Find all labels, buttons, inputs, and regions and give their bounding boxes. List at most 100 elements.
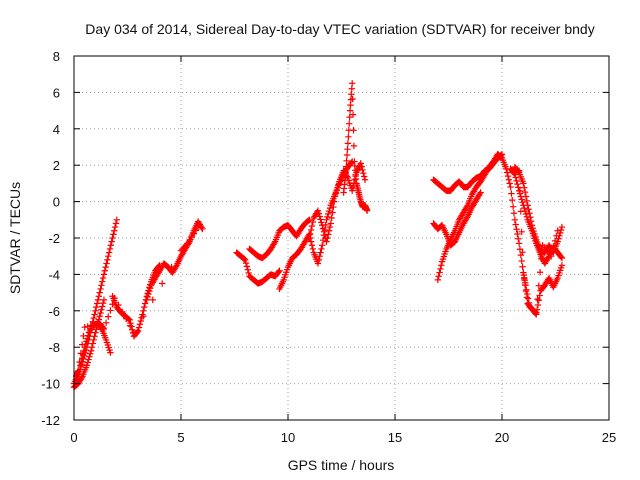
data-point bbox=[319, 222, 326, 229]
data-point bbox=[523, 286, 530, 293]
data-point bbox=[307, 230, 314, 238]
data-point bbox=[140, 313, 147, 320]
x-tick-label: 10 bbox=[281, 430, 295, 445]
data-point bbox=[334, 184, 341, 191]
data-point bbox=[97, 309, 104, 317]
data-point bbox=[103, 260, 110, 267]
data-point bbox=[514, 180, 521, 188]
series-early-rise-b bbox=[70, 296, 108, 391]
data-point bbox=[90, 336, 97, 344]
data-point bbox=[344, 145, 351, 153]
data-point bbox=[507, 183, 514, 191]
data-point bbox=[514, 230, 521, 238]
data-point bbox=[548, 253, 555, 260]
series-night-upper bbox=[507, 165, 566, 267]
data-point bbox=[534, 301, 542, 309]
data-point bbox=[349, 111, 357, 118]
data-point bbox=[316, 213, 323, 220]
data-point bbox=[504, 172, 512, 180]
data-point bbox=[329, 209, 336, 216]
data-point bbox=[271, 239, 278, 247]
data-point bbox=[512, 174, 519, 181]
data-point bbox=[363, 207, 371, 214]
data-point bbox=[509, 203, 517, 210]
data-point bbox=[102, 319, 110, 327]
data-point bbox=[123, 315, 130, 323]
data-point bbox=[549, 247, 556, 255]
data-point bbox=[520, 202, 527, 209]
data-point bbox=[111, 227, 118, 234]
data-point bbox=[98, 306, 105, 313]
data-point bbox=[357, 160, 364, 167]
data-point bbox=[99, 303, 106, 310]
data-point bbox=[524, 290, 531, 298]
data-point bbox=[325, 227, 333, 234]
data-point bbox=[358, 163, 365, 170]
data-point bbox=[306, 216, 313, 223]
data-point bbox=[315, 210, 323, 217]
data-point bbox=[534, 295, 541, 303]
data-point bbox=[306, 234, 313, 242]
data-point bbox=[109, 234, 116, 242]
data-point bbox=[244, 266, 251, 273]
x-tick-label: 25 bbox=[602, 430, 616, 445]
data-point bbox=[110, 231, 117, 238]
y-tick-label: -4 bbox=[48, 267, 60, 282]
data-point bbox=[335, 181, 342, 188]
data-point bbox=[87, 350, 94, 357]
data-point bbox=[510, 170, 518, 177]
data-point bbox=[525, 299, 533, 306]
data-point bbox=[94, 296, 102, 304]
data-point bbox=[518, 257, 525, 265]
data-point bbox=[307, 238, 315, 245]
data-point bbox=[99, 278, 106, 285]
data-point bbox=[323, 238, 330, 245]
data-point bbox=[524, 295, 532, 302]
data-point bbox=[100, 296, 108, 304]
data-point bbox=[100, 325, 108, 333]
data-point bbox=[553, 232, 560, 240]
data-point bbox=[245, 269, 252, 277]
data-point bbox=[434, 276, 441, 284]
data-point bbox=[325, 207, 333, 215]
data-point bbox=[102, 263, 109, 271]
data-point bbox=[476, 190, 483, 198]
data-point bbox=[111, 294, 118, 302]
data-point bbox=[190, 230, 198, 237]
data-point bbox=[99, 299, 107, 307]
data-point bbox=[346, 120, 353, 127]
data-point bbox=[554, 227, 561, 234]
data-point bbox=[96, 289, 103, 296]
data-point bbox=[531, 308, 539, 315]
data-point bbox=[349, 80, 356, 87]
data-point bbox=[538, 255, 545, 262]
data-point bbox=[345, 133, 352, 141]
data-point bbox=[511, 171, 519, 178]
data-point bbox=[83, 338, 90, 345]
x-axis-title: GPS time / hours bbox=[288, 457, 395, 473]
data-point bbox=[109, 301, 116, 308]
data-point bbox=[107, 349, 114, 356]
data-point bbox=[535, 282, 543, 289]
data-point bbox=[558, 262, 566, 269]
data-point bbox=[348, 85, 355, 92]
data-point bbox=[83, 362, 91, 369]
data-point bbox=[315, 256, 323, 264]
data-point bbox=[521, 184, 528, 191]
data-point bbox=[326, 223, 334, 231]
series-evening-steep bbox=[434, 151, 501, 284]
data-point bbox=[90, 321, 97, 329]
data-point bbox=[146, 285, 154, 292]
data-point bbox=[349, 187, 356, 194]
data-point bbox=[305, 217, 312, 224]
data-point bbox=[85, 356, 92, 363]
data-point bbox=[332, 190, 340, 197]
y-tick-label: 6 bbox=[53, 85, 60, 100]
series-night-drop bbox=[494, 151, 566, 318]
data-point bbox=[308, 242, 316, 249]
data-point bbox=[98, 282, 105, 289]
data-point bbox=[519, 199, 526, 206]
data-point bbox=[101, 267, 109, 274]
data-point bbox=[330, 203, 337, 211]
data-point bbox=[320, 228, 328, 236]
